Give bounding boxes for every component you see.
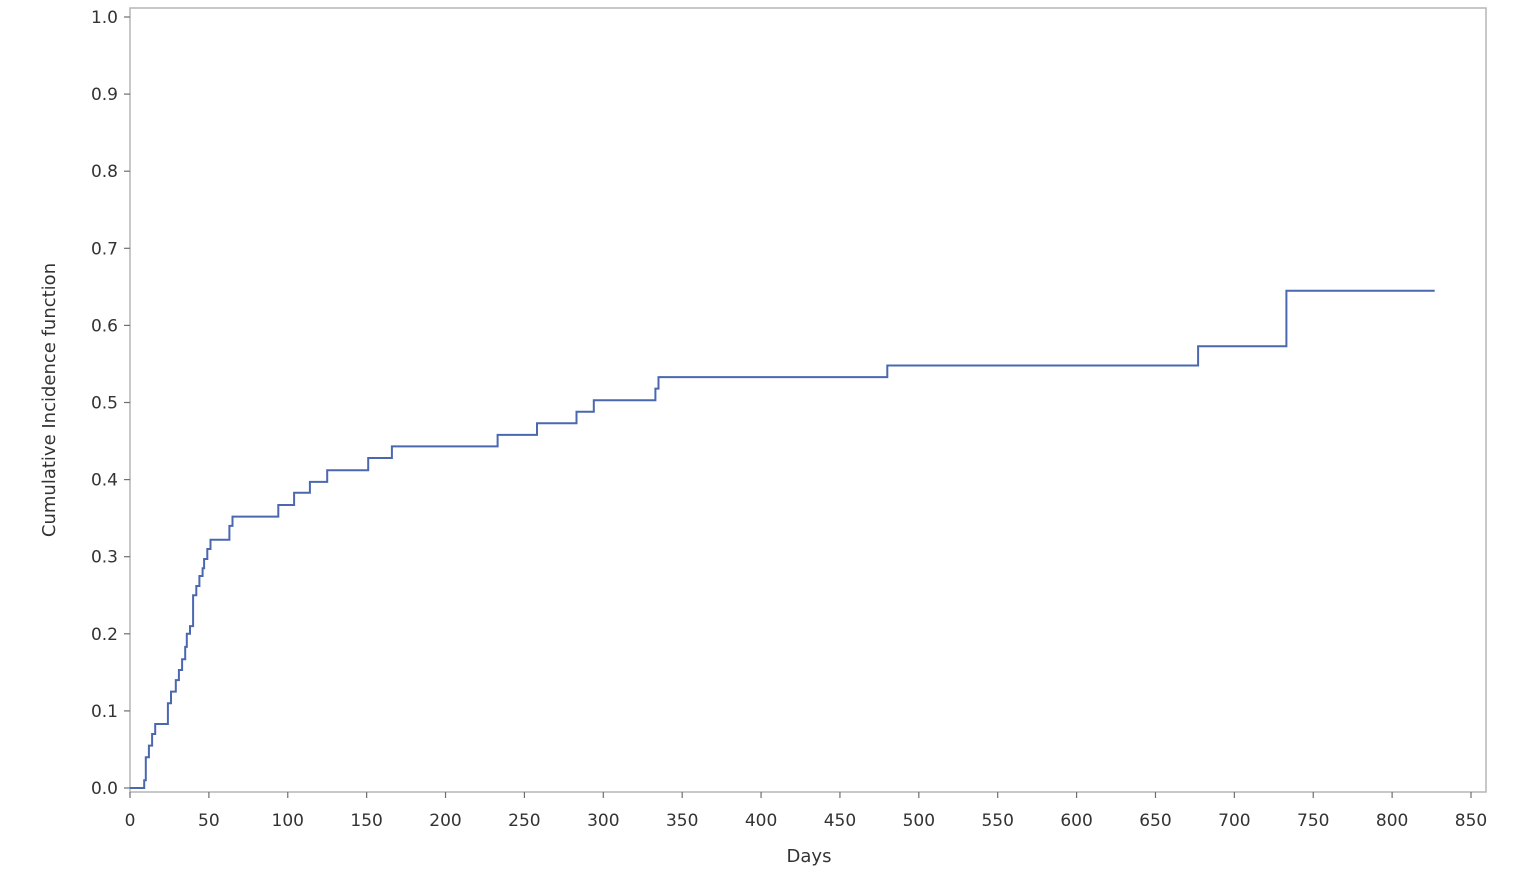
x-tick-label: 750 — [1297, 811, 1329, 831]
y-axis: 0.0 0.1 0.2 0.3 0.4 0.5 0.6 0.7 0.8 0.9 1.0 — [91, 8, 130, 799]
plot-area-frame — [129, 7, 1487, 793]
y-tick-label: 0.0 — [91, 779, 118, 799]
y-tick-label: 0.8 — [91, 162, 118, 182]
x-tick-label: 400 — [745, 811, 777, 831]
x-tick-label: 100 — [272, 811, 304, 831]
x-tick-label: 550 — [981, 811, 1013, 831]
x-tick-label: 200 — [429, 811, 461, 831]
cumulative-incidence-step-line — [130, 289, 1435, 789]
x-tick-label: 500 — [903, 811, 935, 831]
x-tick-label: 650 — [1139, 811, 1171, 831]
y-tick-label: 0.5 — [91, 394, 118, 414]
x-tick-label: 600 — [1060, 811, 1092, 831]
y-tick-label: 0.7 — [91, 239, 118, 259]
x-tick-label: 150 — [350, 811, 382, 831]
x-tick-label: 800 — [1376, 811, 1408, 831]
y-tick-label: 0.9 — [91, 85, 118, 105]
x-tick-label: 50 — [198, 811, 220, 831]
series-layer — [130, 289, 1435, 789]
y-axis-title: Cumulative Incidence function — [39, 263, 60, 537]
y-tick-label: 1.0 — [91, 8, 118, 28]
x-axis-title: Days — [787, 846, 832, 867]
x-axis: 0 50 100 150 200 250 300 350 400 450 500 550 600 650 7… — [125, 792, 1487, 831]
x-tick-label: 300 — [587, 811, 619, 831]
x-tick-label: 850 — [1455, 811, 1487, 831]
x-tick-label: 700 — [1218, 811, 1250, 831]
x-tick-label: 0 — [125, 811, 136, 831]
y-tick-label: 0.4 — [91, 471, 118, 491]
x-tick-label: 250 — [508, 811, 540, 831]
x-tick-label: 350 — [666, 811, 698, 831]
y-tick-label: 0.6 — [91, 316, 118, 336]
y-tick-label: 0.2 — [91, 625, 118, 645]
x-tick-label: 450 — [824, 811, 856, 831]
y-tick-label: 0.1 — [91, 702, 118, 722]
y-tick-label: 0.3 — [91, 548, 118, 568]
